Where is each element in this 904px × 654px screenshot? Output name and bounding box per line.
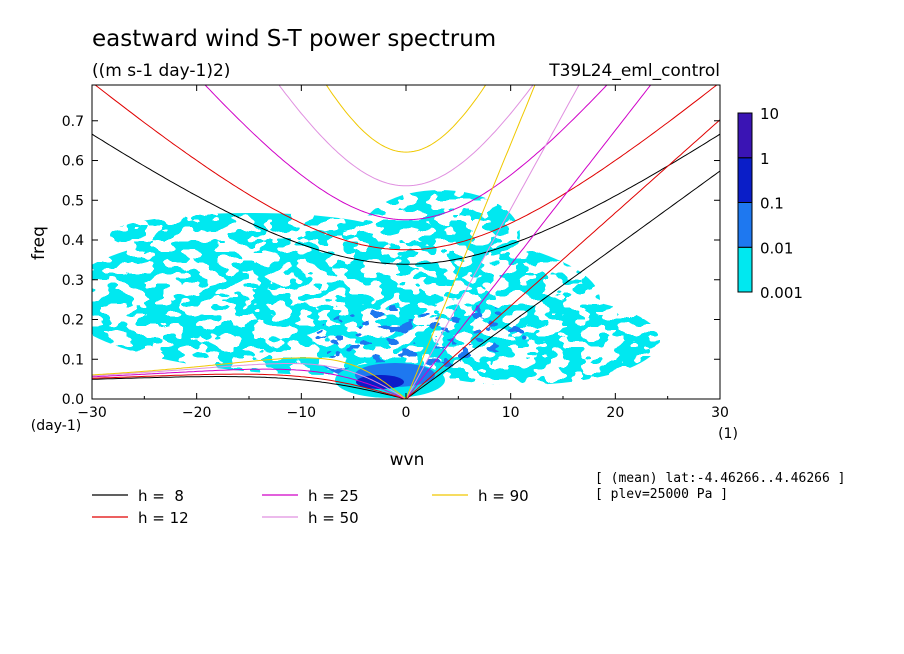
x-tick-label: 10 xyxy=(502,405,520,421)
inertia-gravity-curve xyxy=(204,85,608,221)
legend-label: h = 12 xyxy=(138,509,189,527)
rossby-curve xyxy=(92,373,407,399)
lat-note: [ (mean) lat:-4.46266..4.46266 ] xyxy=(595,471,845,486)
kelvin-curve xyxy=(405,85,536,399)
y-tick-label: 0.0 xyxy=(62,392,84,408)
y-axis-ticks: 0.0 0.1 0.2 0.3 0.4 0.5 0.6 0.7 xyxy=(62,114,720,408)
kelvin-curve xyxy=(405,85,580,399)
colorbar-label: 0.1 xyxy=(760,195,784,213)
y-tick-label: 0.1 xyxy=(62,352,84,368)
colorbar-segment xyxy=(737,202,753,248)
kelvin-curve xyxy=(405,119,720,399)
x-tick-label: −10 xyxy=(287,405,317,421)
x-axis-unit: (1) xyxy=(718,426,738,442)
inertia-gravity-curve xyxy=(325,85,487,153)
colorbar-label: 0.01 xyxy=(760,239,793,257)
colorbar-label: 0.001 xyxy=(760,284,803,302)
x-axis-label: wvn xyxy=(390,450,425,470)
y-tick-label: 0.6 xyxy=(62,154,84,170)
y-axis-unit: (day-1) xyxy=(31,418,81,434)
spectrum-field xyxy=(92,190,660,398)
chart-title: eastward wind S-T power spectrum xyxy=(92,26,496,52)
y-tick-label: 0.5 xyxy=(62,193,84,209)
rossby-curve xyxy=(92,376,407,399)
colorbar-segment xyxy=(737,112,753,159)
kelvin-curve xyxy=(405,170,720,399)
rossby-curve xyxy=(92,363,407,399)
colorbar-label: 1 xyxy=(760,150,770,168)
x-tick-label: 30 xyxy=(711,405,729,421)
y-tick-label: 0.3 xyxy=(62,273,84,289)
dispersion-curves xyxy=(92,85,720,399)
rossby-curve xyxy=(92,368,407,399)
inertia-gravity-curve xyxy=(278,85,534,187)
x-axis-ticks: −30 −20 −10 0 10 20 30 xyxy=(77,85,729,421)
kelvin-curve xyxy=(405,85,652,399)
x-tick-label: 0 xyxy=(402,405,411,421)
colorbar-segment xyxy=(737,246,753,293)
y-tick-label: 0.2 xyxy=(62,313,84,329)
y-tick-label: 0.4 xyxy=(62,233,84,249)
legend-label: h = 8 xyxy=(138,487,184,505)
y-axis-label: freq xyxy=(29,226,49,260)
inertia-gravity-curve xyxy=(92,133,720,265)
x-tick-label: 20 xyxy=(606,405,624,421)
colorbar: 0.001 0.01 0.1 1 10 xyxy=(737,105,803,302)
chart-subtitle: ((m s-1 day-1)2) xyxy=(92,61,230,81)
legend-label: h = 50 xyxy=(308,509,359,527)
plev-note: [ plev=25000 Pa ] xyxy=(595,487,728,502)
x-tick-label: −30 xyxy=(77,405,107,421)
legend-label: h = 90 xyxy=(478,487,529,505)
inertia-gravity-curve xyxy=(94,85,718,251)
legend: h = 8 h = 12 h = 25 h = 50 h = 90 xyxy=(92,487,529,527)
x-tick-label: −20 xyxy=(182,405,212,421)
colorbar-segment xyxy=(737,157,753,203)
rossby-curve xyxy=(92,357,407,399)
y-tick-label: 0.7 xyxy=(62,114,84,130)
colorbar-label: 10 xyxy=(760,105,779,123)
run-label: T39L24_eml_control xyxy=(548,61,720,81)
legend-label: h = 25 xyxy=(308,487,359,505)
